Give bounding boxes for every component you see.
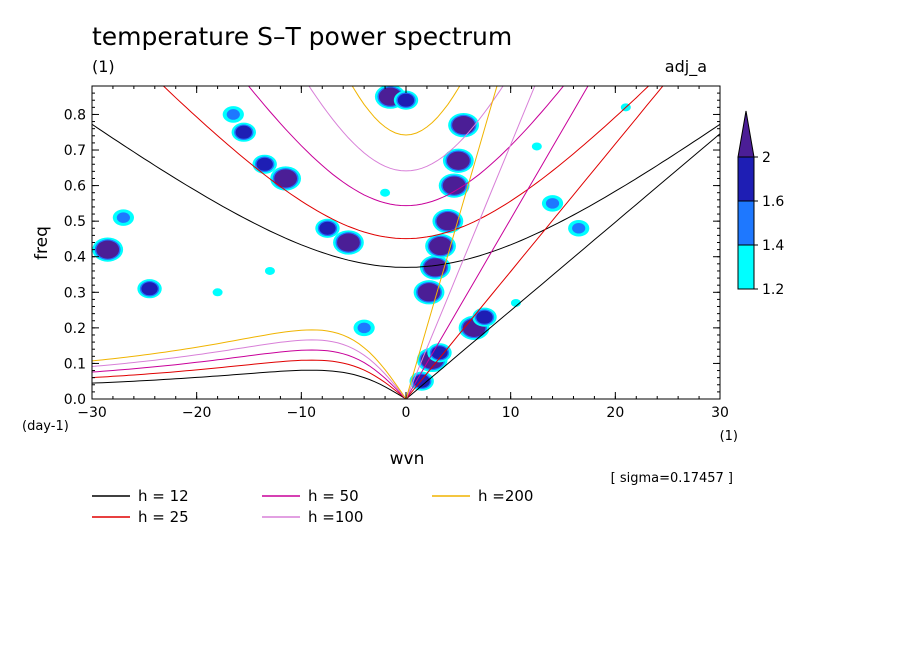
colorbar-label: 1.2 xyxy=(762,282,784,298)
shade-blob-24 xyxy=(572,222,586,234)
rossby-curve-25 xyxy=(92,359,407,399)
shade-blob-20 xyxy=(96,240,120,259)
shade-blob-21 xyxy=(141,282,158,296)
x-tick-label: −30 xyxy=(77,405,107,421)
x-tick-label: 10 xyxy=(502,405,520,421)
legend-label-h25: h = 25 xyxy=(138,508,189,526)
x-unit-label: (1) xyxy=(720,429,738,444)
y-tick-label: 0.6 xyxy=(64,179,86,195)
y-axis-title: freq xyxy=(32,226,52,260)
colorbar-label: 1.4 xyxy=(762,238,784,254)
shade-blob-11 xyxy=(452,116,475,135)
y-tick-label: 0.4 xyxy=(64,250,86,266)
shade-blob-5 xyxy=(417,283,441,302)
colorbar-segment-0 xyxy=(737,244,755,290)
plot-area xyxy=(92,86,720,399)
y-tick-label: 0.0 xyxy=(64,392,86,408)
shade-blob-27 xyxy=(212,288,223,297)
shade-blob-30 xyxy=(531,142,542,151)
ig-curve-50 xyxy=(247,86,565,207)
ig-curve-200 xyxy=(351,86,461,136)
shade-blob-7 xyxy=(429,236,452,256)
shade-blob-18 xyxy=(235,125,252,139)
colorbar: 1.2 1.4 1.6 2 xyxy=(737,110,784,298)
shade-blob-6 xyxy=(423,258,447,277)
shade-blob-26 xyxy=(357,322,371,334)
shade-blob-17 xyxy=(256,157,273,171)
shade-blob-8 xyxy=(436,212,460,231)
colorbar-label: 1.6 xyxy=(762,194,784,210)
colorbar-segment-1 xyxy=(737,200,755,246)
shade-blob-15 xyxy=(319,221,336,235)
shade-blob-16 xyxy=(274,169,298,188)
kelvin-curve-100 xyxy=(405,86,536,399)
shade-blob-9 xyxy=(442,176,466,195)
rossby-curve-50 xyxy=(92,349,407,399)
y-tick-label: 0.8 xyxy=(64,107,86,123)
chart-unit-left: (1) xyxy=(92,57,115,76)
shade-blob-4 xyxy=(476,310,493,324)
shade-blob-31 xyxy=(380,188,391,197)
experiment-label: adj_a xyxy=(665,57,707,77)
y-tick-label: 0.7 xyxy=(64,143,86,159)
shade-blob-29 xyxy=(510,298,521,307)
y-tick-label: 0.5 xyxy=(64,214,86,230)
dispersion-curves xyxy=(92,86,720,399)
y-tick-label: 0.3 xyxy=(64,285,86,301)
ig-curve-100 xyxy=(308,86,504,172)
shade-blob-13 xyxy=(397,93,415,107)
ig-curve-25 xyxy=(162,86,650,240)
kelvin-curve-50 xyxy=(405,86,589,399)
legend-label-h50: h = 50 xyxy=(308,487,359,505)
shade-blob-10 xyxy=(446,151,470,170)
shade-blob-14 xyxy=(337,233,360,252)
x-tick-label: −20 xyxy=(182,405,212,421)
legend-label-h100: h =100 xyxy=(308,508,363,526)
x-tick-label: 30 xyxy=(711,405,729,421)
x-tick-label: −10 xyxy=(287,405,317,421)
rossby-curve-12 xyxy=(92,369,407,399)
kelvin-curve-200 xyxy=(405,86,498,399)
y-tick-label: 0.1 xyxy=(64,356,86,372)
colorbar-segment-2 xyxy=(737,156,755,202)
shade-blob-2 xyxy=(431,346,448,360)
shade-blob-19 xyxy=(226,109,240,120)
power-shading xyxy=(92,86,631,391)
legend-label-h200: h =200 xyxy=(478,487,533,505)
y-tick-label: 0.2 xyxy=(64,321,86,337)
legend-label-h12: h = 12 xyxy=(138,487,189,505)
rossby-curve-100 xyxy=(92,339,407,399)
kelvin-curve-25 xyxy=(405,86,664,399)
colorbar-label: 2 xyxy=(762,150,771,166)
rossby-curve-200 xyxy=(92,329,407,399)
ig-curve-12 xyxy=(92,123,720,268)
shade-blob-22 xyxy=(116,212,130,223)
sigma-note: [ sigma=0.17457 ] xyxy=(611,471,733,486)
axes: −30 −20 −10 0 10 20 30 0.0 0.1 0.2 0.3 0.4 0.5 0.6 0.7… xyxy=(64,85,729,421)
x-tick-label: 20 xyxy=(606,405,624,421)
legend: h = 12 h = 25 h = 50 h =100 h =200 xyxy=(92,487,533,526)
chart-title: temperature S–T power spectrum xyxy=(92,22,512,51)
kelvin-curve-12 xyxy=(405,133,720,399)
plot-frame xyxy=(91,85,721,400)
shade-blob-28 xyxy=(264,266,275,275)
x-tick-label: 0 xyxy=(402,405,411,421)
shade-blob-23 xyxy=(545,198,560,209)
colorbar-top-arrow xyxy=(737,110,755,158)
y-unit-label: (day-1) xyxy=(22,419,69,434)
x-axis-title: wvn xyxy=(390,449,425,469)
